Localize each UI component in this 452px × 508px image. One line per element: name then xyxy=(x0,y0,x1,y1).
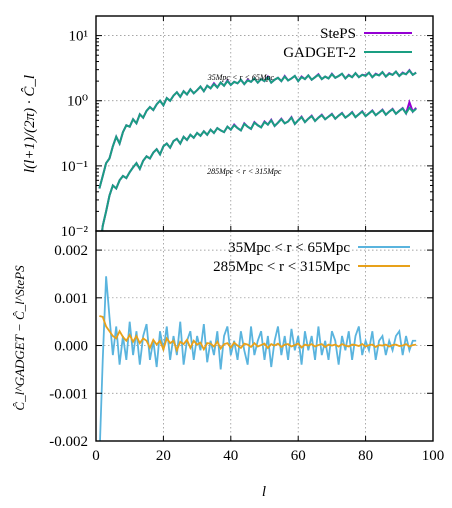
top-y-tick-label: 10¹ xyxy=(69,29,89,45)
gadget-line-far xyxy=(101,106,417,231)
top-annotation-far: 285Mpc < r < 315Mpc xyxy=(207,167,282,176)
x-tick-label: 40 xyxy=(223,448,238,464)
x-tick-label: 0 xyxy=(92,448,100,464)
bottom-frame xyxy=(95,230,434,442)
bottom-legend: 35Mpc < r < 65Mpc 285Mpc < r < 315Mpc xyxy=(213,240,410,275)
top-legend: StePS GADGET-2 xyxy=(283,26,412,61)
bottom-y-tick-label: -0.001 xyxy=(49,386,88,402)
bottom-y-tick-label: 0.002 xyxy=(54,243,88,259)
top-y-tick-label: 10⁰ xyxy=(67,94,88,110)
top-panel: 10¹ 10⁰ 10⁻¹ 10⁻² 35Mpc < r < 65Mpc 285Mpc … xyxy=(61,15,434,240)
top-annotation-near: 35Mpc < r < 65Mpc xyxy=(207,73,275,82)
top-grid xyxy=(96,16,433,231)
bottom-panel: 0 20 40 60 80 1000.0020.0010.000-0.001-0.002 … xyxy=(49,230,444,464)
bottom-y-tick-label: 0.001 xyxy=(54,291,88,307)
top-y-tick-label: 10⁻² xyxy=(61,224,89,240)
top-curves xyxy=(98,68,417,231)
bottom-curves xyxy=(99,276,417,441)
legend-label-gadget: GADGET-2 xyxy=(283,45,356,61)
x-tick-label: 60 xyxy=(291,448,306,464)
x-tick-label: 80 xyxy=(358,448,373,464)
bottom-y-tick-label: -0.002 xyxy=(49,434,88,450)
residual-line-near xyxy=(99,276,417,441)
bottom-ticks: 0 20 40 60 80 100 0.002 0.001 0.000 -0.001 -0.002 xyxy=(49,243,444,464)
top-y-axis-title: l(l+1)/(2π) · Ĉ_l xyxy=(21,75,38,173)
top-ticks: 10¹ 10⁰ 10⁻¹ 10⁻² xyxy=(61,16,434,240)
legend-label-far-shell: 285Mpc < r < 315Mpc xyxy=(213,259,350,275)
top-y-tick-label: 10⁻¹ xyxy=(61,159,88,175)
legend-label-steps: StePS xyxy=(320,26,356,42)
gadget-line-near xyxy=(98,69,417,189)
x-axis-title: l xyxy=(262,484,266,500)
x-tick-label: 20 xyxy=(156,448,171,464)
x-tick-label: 100 xyxy=(422,448,445,464)
residual-line-far xyxy=(99,315,417,353)
bottom-y-axis-title: Ĉ_l^GADGET − Ĉ_l^StePS xyxy=(12,265,27,411)
legend-label-near-shell: 35Mpc < r < 65Mpc xyxy=(228,240,350,256)
bottom-y-tick-label: 0.000 xyxy=(54,339,88,355)
